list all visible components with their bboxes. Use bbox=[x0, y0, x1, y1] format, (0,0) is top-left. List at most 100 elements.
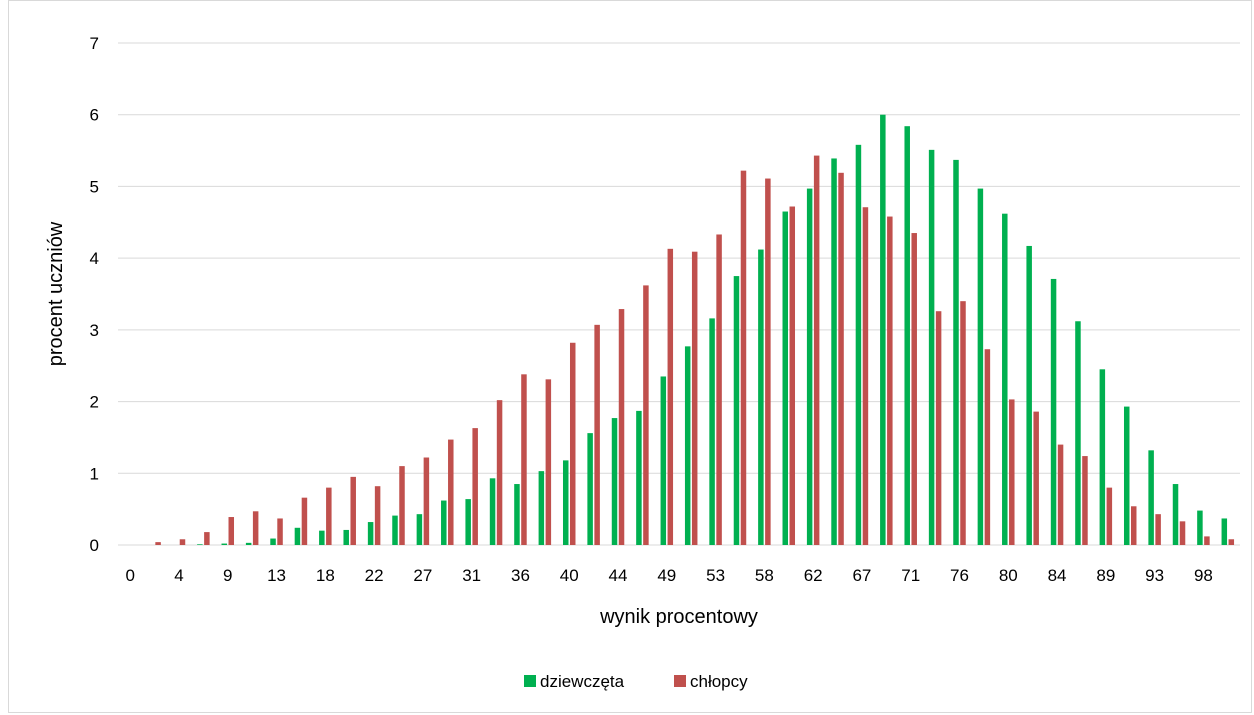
bar-chlopcy bbox=[813, 155, 820, 545]
bar-dziewczeta bbox=[245, 542, 252, 545]
bar-dziewczeta bbox=[831, 158, 837, 545]
legend-label-chlopcy: chłopcy bbox=[690, 672, 748, 691]
bar-chlopcy bbox=[691, 251, 698, 545]
bar-dziewczeta bbox=[611, 418, 618, 545]
bar-chlopcy bbox=[496, 400, 503, 545]
y-tick-label: 2 bbox=[90, 393, 99, 412]
bar-chlopcy bbox=[448, 439, 454, 545]
bar-chlopcy bbox=[228, 517, 235, 545]
bar-chlopcy bbox=[740, 170, 747, 545]
bar-chlopcy bbox=[643, 285, 649, 545]
bar-chlopcy bbox=[935, 311, 942, 545]
bar-dziewczeta bbox=[465, 499, 471, 545]
bar-chlopcy bbox=[374, 486, 381, 545]
bar-chlopcy bbox=[1057, 444, 1064, 545]
bar-dziewczeta bbox=[514, 484, 520, 545]
bar-chlopcy bbox=[277, 518, 283, 545]
bar-chlopcy bbox=[1106, 487, 1113, 545]
bar-dziewczeta bbox=[1075, 321, 1081, 545]
bar-dziewczeta bbox=[294, 527, 301, 545]
x-tick-label: 80 bbox=[999, 566, 1018, 585]
bar-dziewczeta bbox=[709, 318, 715, 545]
legend-swatch-chlopcy bbox=[674, 675, 686, 687]
bar-chlopcy bbox=[179, 539, 186, 545]
y-tick-label: 4 bbox=[90, 249, 99, 268]
x-tick-label: 62 bbox=[804, 566, 823, 585]
bar-chlopcy bbox=[252, 511, 259, 545]
bar-dziewczeta bbox=[1099, 369, 1106, 545]
bar-dziewczeta bbox=[660, 376, 667, 545]
y-tick-label: 3 bbox=[90, 321, 99, 340]
bar-dziewczeta bbox=[928, 149, 935, 545]
y-tick-label: 5 bbox=[90, 177, 99, 196]
bar-chlopcy bbox=[1009, 399, 1015, 545]
bar-chlopcy bbox=[1155, 514, 1161, 545]
y-tick-label: 1 bbox=[90, 464, 99, 483]
y-tick-labels: 0 1 2 3 4 5 6 7 bbox=[90, 34, 99, 555]
bar-dziewczeta bbox=[1197, 510, 1203, 545]
legend-label-dziewczeta: dziewczęta bbox=[540, 672, 625, 691]
bar-dziewczeta bbox=[1221, 518, 1228, 545]
bar-dziewczeta bbox=[733, 276, 740, 545]
bar-chlopcy bbox=[667, 248, 674, 545]
x-tick-label: 71 bbox=[901, 566, 920, 585]
x-tick-label: 27 bbox=[413, 566, 432, 585]
bar-dziewczeta bbox=[587, 433, 593, 545]
bar-chlopcy bbox=[423, 457, 430, 545]
bar-chlopcy bbox=[350, 476, 356, 545]
bar-dziewczeta bbox=[1172, 484, 1179, 545]
x-tick-label: 22 bbox=[365, 566, 384, 585]
x-tick-label: 18 bbox=[316, 566, 335, 585]
bar-chlopcy bbox=[1082, 456, 1088, 545]
x-tick-label: 53 bbox=[706, 566, 725, 585]
bar-chlopcy bbox=[838, 172, 844, 545]
bar-dziewczeta bbox=[367, 522, 374, 545]
bar-chlopcy bbox=[594, 324, 600, 545]
bar-dziewczeta bbox=[1050, 278, 1057, 545]
bar-dziewczeta bbox=[343, 529, 349, 545]
bar-dziewczeta bbox=[953, 159, 959, 545]
bar-dziewczeta bbox=[1026, 245, 1032, 546]
x-tick-label: 13 bbox=[267, 566, 286, 585]
bar-dziewczeta bbox=[197, 544, 203, 545]
x-tick-label: 89 bbox=[1096, 566, 1115, 585]
legend: dziewczęta chłopcy bbox=[524, 672, 748, 691]
bar-chlopcy bbox=[204, 532, 210, 545]
bar-dziewczeta bbox=[489, 478, 496, 545]
x-tick-label: 67 bbox=[852, 566, 871, 585]
x-tick-label: 58 bbox=[755, 566, 774, 585]
bar-chlopcy bbox=[716, 234, 722, 545]
x-tick-label: 4 bbox=[174, 566, 183, 585]
bar-chlopcy bbox=[789, 206, 796, 545]
x-tick-label: 49 bbox=[657, 566, 676, 585]
bar-chlopcy bbox=[521, 374, 527, 545]
bar-chlopcy bbox=[1204, 536, 1210, 545]
x-tick-label: 31 bbox=[462, 566, 481, 585]
bar-chlopcy bbox=[472, 428, 478, 545]
x-tick-label: 9 bbox=[223, 566, 232, 585]
bar-dziewczeta bbox=[782, 211, 789, 545]
bar-chlopcy bbox=[984, 349, 991, 545]
bar-dziewczeta bbox=[1002, 213, 1008, 545]
bar-dziewczeta bbox=[880, 114, 886, 545]
bar-chlopcy bbox=[765, 178, 771, 546]
bar-dziewczeta bbox=[1148, 450, 1154, 545]
x-tick-label: 93 bbox=[1145, 566, 1164, 585]
bar-chlopcy bbox=[862, 207, 869, 545]
bar-dziewczeta bbox=[904, 126, 910, 545]
bar-chlopcy bbox=[1179, 521, 1186, 545]
bar-chlopcy bbox=[1228, 539, 1235, 545]
bar-dziewczeta bbox=[806, 188, 813, 545]
bar-chlopcy bbox=[155, 542, 161, 545]
gridlines bbox=[118, 42, 1240, 546]
bar-dziewczeta bbox=[636, 410, 642, 545]
bar-chlopcy bbox=[301, 497, 308, 545]
bar-chlopcy bbox=[887, 216, 893, 545]
bar-dziewczeta bbox=[855, 144, 862, 545]
y-tick-label: 6 bbox=[90, 106, 99, 125]
x-tick-label: 40 bbox=[560, 566, 579, 585]
x-axis-title: wynik procentowy bbox=[599, 606, 758, 628]
bar-chlopcy bbox=[399, 466, 405, 545]
